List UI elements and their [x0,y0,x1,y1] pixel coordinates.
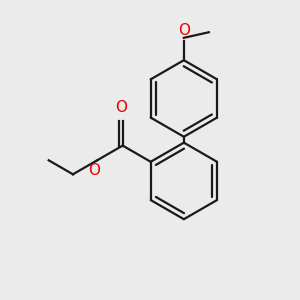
Text: O: O [178,22,190,38]
Text: O: O [88,163,100,178]
Text: O: O [115,100,127,115]
